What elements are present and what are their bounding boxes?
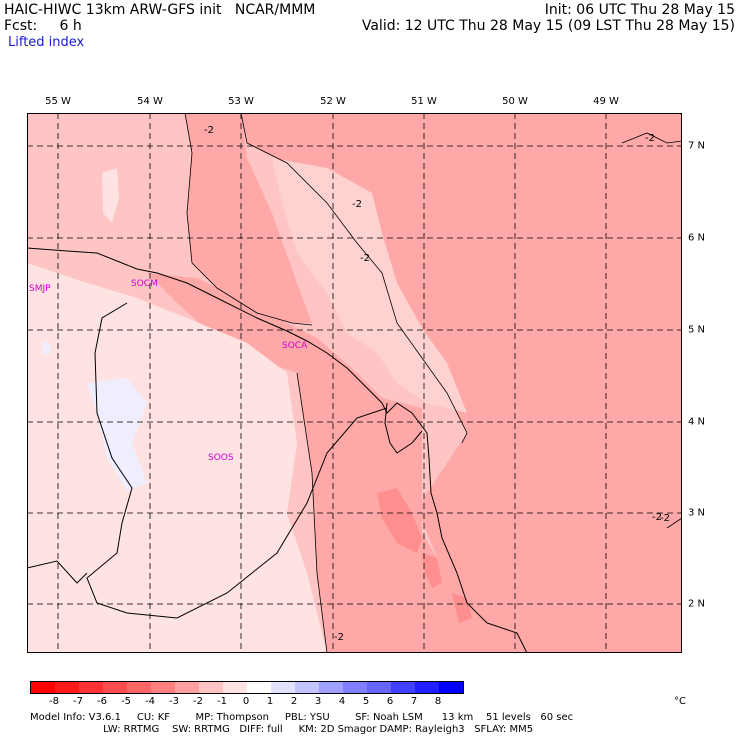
field-name: Lifted index bbox=[8, 35, 85, 50]
lon-label-53w: 53 W bbox=[228, 96, 254, 107]
contour-minus2-d bbox=[621, 132, 682, 144]
station-label-smjp: SMJP bbox=[29, 284, 51, 294]
color-scale-label: 3 bbox=[314, 696, 322, 707]
color-scale-label: -7 bbox=[73, 696, 83, 707]
model-info-line1: Model Info: V3.6.1 CU: KF MP: Thompson P… bbox=[30, 712, 574, 723]
lon-label-50w: 50 W bbox=[502, 96, 528, 107]
color-scale-label: -3 bbox=[169, 696, 179, 707]
color-scale-cell bbox=[199, 682, 223, 693]
color-scale-cell bbox=[391, 682, 415, 693]
forecast-hour: Fcst: 6 h bbox=[4, 18, 82, 34]
shade-minus3-to-minus4-a bbox=[377, 488, 422, 553]
shade-minus3-to-minus4-b bbox=[422, 553, 442, 588]
contour-minus2-c bbox=[296, 372, 328, 653]
shade-0-to-minus1 bbox=[27, 263, 327, 653]
model-info-line2: LW: RRTMG SW: RRTMG DIFF: full KM: 2D Sm… bbox=[30, 724, 534, 735]
color-scale-cell bbox=[343, 682, 367, 693]
color-scale-unit: °C bbox=[674, 696, 686, 707]
color-scale-cell bbox=[367, 682, 391, 693]
lifted-index-map bbox=[27, 113, 682, 653]
lat-label-6n: 6 N bbox=[688, 232, 706, 244]
color-scale-label: -1 bbox=[217, 696, 227, 707]
color-scale-label: 6 bbox=[386, 696, 394, 707]
shade-light-interior bbox=[272, 158, 467, 413]
color-scale-label: 8 bbox=[434, 696, 442, 707]
valid-time: Valid: 12 UTC Thu 28 May 15 (09 LST Thu … bbox=[361, 18, 735, 34]
shade-minus2-to-minus3-nw bbox=[185, 113, 312, 323]
color-scale-label: 2 bbox=[290, 696, 298, 707]
contour-label: -2 bbox=[645, 133, 655, 144]
lat-label-2n: 2 N bbox=[688, 598, 706, 610]
coastline bbox=[27, 247, 528, 653]
border-southwest bbox=[27, 560, 88, 584]
color-scale-cell bbox=[175, 682, 199, 693]
color-scale-cell bbox=[319, 682, 343, 693]
border-suriname-guyane bbox=[86, 302, 388, 619]
contour-label: -2 bbox=[660, 513, 670, 524]
contour-label: -2 bbox=[334, 632, 344, 643]
color-scale-label: 5 bbox=[362, 696, 370, 707]
color-scale-label: -4 bbox=[145, 696, 155, 707]
color-scale-label: -5 bbox=[121, 696, 131, 707]
model-title: HAIC-HIWC 13km ARW-GFS init NCAR/MMM bbox=[4, 2, 316, 18]
color-scale-cell bbox=[223, 682, 247, 693]
shade-0-to-1 bbox=[87, 378, 147, 491]
color-scale-label: 0 bbox=[242, 696, 250, 707]
lon-label-54w: 54 W bbox=[137, 96, 163, 107]
station-label-soca: SOCA bbox=[282, 341, 308, 351]
color-scale-cell bbox=[103, 682, 127, 693]
color-scale-label: -8 bbox=[49, 696, 59, 707]
lat-label-7n: 7 N bbox=[688, 140, 706, 152]
shade-minus3-to-minus4-c bbox=[452, 593, 472, 623]
color-scale-label: -6 bbox=[97, 696, 107, 707]
contour-label: -2 bbox=[352, 199, 362, 210]
contour-label: -2 bbox=[652, 512, 662, 523]
shade-blotch-north bbox=[102, 168, 119, 223]
lat-label-3n: 3 N bbox=[688, 507, 706, 519]
lon-label-51w: 51 W bbox=[411, 96, 437, 107]
lon-label-52w: 52 W bbox=[320, 96, 346, 107]
color-scale-cell bbox=[247, 682, 271, 693]
station-label-socm: SOCM bbox=[131, 279, 158, 289]
init-time: Init: 06 UTC Thu 28 May 15 bbox=[544, 2, 735, 18]
color-scale-label: 4 bbox=[338, 696, 346, 707]
color-scale-label: -2 bbox=[193, 696, 203, 707]
contour-minus2-a bbox=[184, 113, 313, 326]
color-scale-label: 1 bbox=[266, 696, 274, 707]
color-scale-cell bbox=[439, 682, 463, 693]
lat-label-5n: 5 N bbox=[688, 324, 706, 336]
contour-minus2-b bbox=[240, 113, 468, 444]
color-scale-cell bbox=[295, 682, 319, 693]
contour-minus2-e bbox=[666, 517, 682, 529]
shade-minus2-to-minus3-coast bbox=[147, 273, 467, 653]
station-label-soos: SOOS bbox=[208, 453, 234, 463]
color-scale-label: 7 bbox=[410, 696, 418, 707]
color-scale-cell bbox=[415, 682, 439, 693]
lon-label-49w: 49 W bbox=[593, 96, 619, 107]
river-oyapock bbox=[384, 402, 423, 454]
color-scale-cell bbox=[271, 682, 295, 693]
lat-lon-grid bbox=[27, 113, 682, 653]
color-scale-bar bbox=[30, 681, 464, 694]
color-scale-cell bbox=[31, 682, 55, 693]
color-scale-cell bbox=[79, 682, 103, 693]
contour-label: -2 bbox=[204, 125, 214, 136]
lat-label-4n: 4 N bbox=[688, 416, 706, 428]
shade-minus2-to-minus3-east bbox=[241, 113, 682, 653]
color-scale-cell bbox=[151, 682, 175, 693]
color-scale-cell bbox=[55, 682, 79, 693]
contour-label: -2 bbox=[360, 253, 370, 264]
lon-label-55w: 55 W bbox=[45, 96, 71, 107]
shade-blotch-west bbox=[42, 341, 51, 355]
map-frame bbox=[27, 113, 682, 653]
color-scale-cell bbox=[127, 682, 151, 693]
